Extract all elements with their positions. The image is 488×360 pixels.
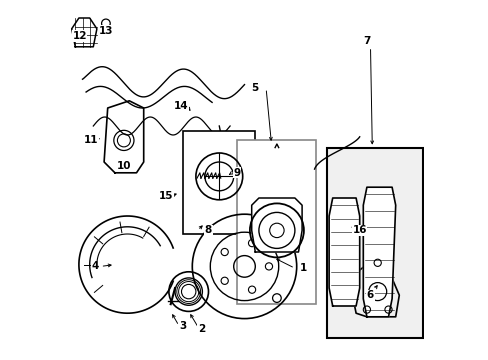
Text: 2: 2 [197, 324, 204, 334]
Text: 14: 14 [174, 101, 188, 111]
Polygon shape [251, 198, 302, 252]
Text: 16: 16 [352, 225, 366, 235]
Polygon shape [104, 101, 143, 173]
Polygon shape [363, 187, 395, 317]
Polygon shape [328, 198, 359, 306]
Text: 1: 1 [300, 263, 307, 273]
Text: 15: 15 [159, 191, 173, 201]
Text: 4: 4 [91, 261, 99, 271]
Bar [237, 140, 316, 304]
Polygon shape [352, 259, 399, 317]
Text: 3: 3 [179, 321, 186, 331]
Text: 5: 5 [251, 83, 258, 93]
Polygon shape [72, 18, 97, 47]
Text: 13: 13 [99, 26, 113, 36]
Bar [183, 131, 255, 234]
Text: 6: 6 [366, 290, 373, 300]
Text: 9: 9 [233, 168, 241, 178]
Text: 8: 8 [204, 225, 212, 235]
Text: 11: 11 [84, 135, 99, 145]
Bar [326, 148, 422, 338]
Text: 12: 12 [72, 31, 87, 41]
Text: 7: 7 [363, 36, 370, 46]
Text: 10: 10 [117, 161, 131, 171]
